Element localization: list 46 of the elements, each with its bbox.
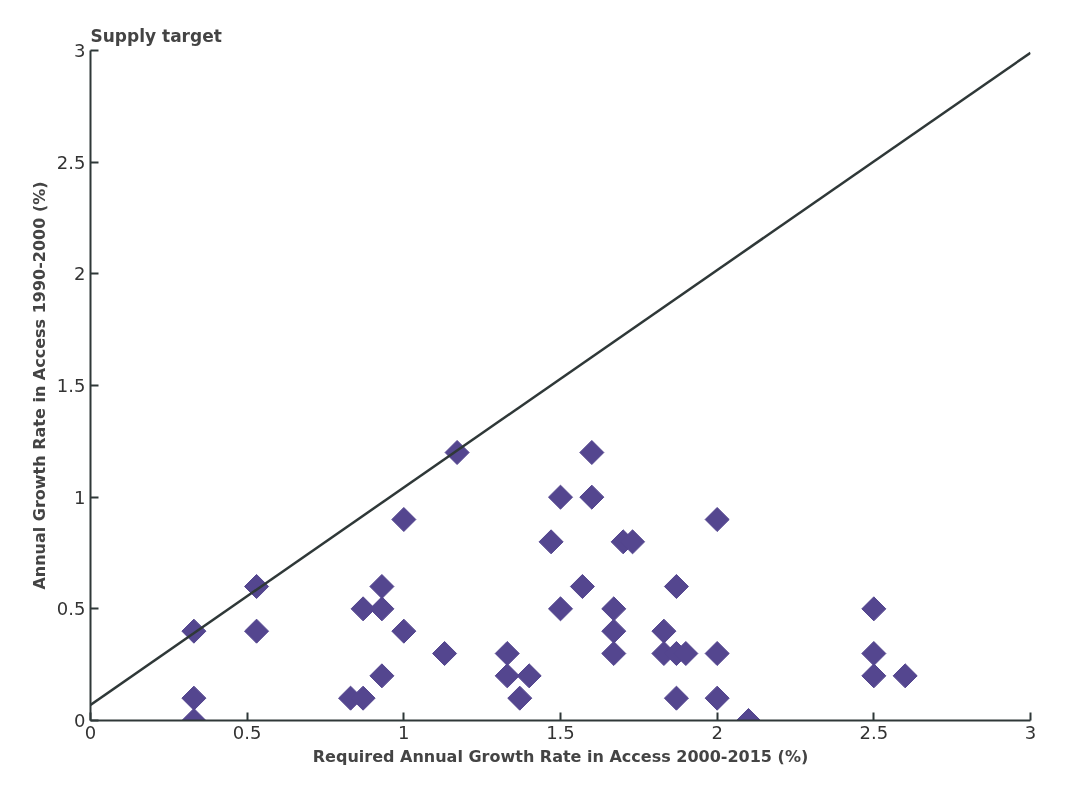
x-tick-label: 3	[1024, 721, 1037, 743]
y-axis-title: Annual Growth Rate in Access 1990-2000 (%)	[29, 181, 49, 590]
x-tick-label: 2.5	[859, 721, 889, 743]
point	[494, 640, 520, 667]
point	[704, 685, 730, 711]
point	[704, 506, 730, 533]
point	[391, 506, 417, 533]
point	[181, 685, 207, 711]
point	[432, 640, 458, 667]
point	[663, 685, 689, 711]
x-axis-title: Required Annual Growth Rate in Access 2000-2015 (%)	[312, 746, 809, 766]
point	[391, 618, 417, 644]
y-tick-label: 2	[74, 263, 86, 285]
point	[538, 529, 564, 555]
point	[861, 596, 887, 622]
x-tick-label: 0.5	[232, 721, 262, 743]
point	[579, 484, 605, 510]
y-tick-label: 3	[74, 40, 86, 61]
point	[579, 439, 605, 466]
point	[494, 663, 520, 689]
point	[569, 573, 595, 600]
y-tick-label: 1	[74, 486, 86, 508]
point	[861, 663, 887, 689]
y-tick-label: 0.5	[56, 598, 86, 620]
point	[547, 484, 574, 510]
point	[601, 640, 627, 667]
point	[651, 618, 677, 644]
point	[507, 685, 533, 711]
point	[516, 663, 542, 689]
point	[704, 640, 730, 667]
chart-title: Supply target	[90, 25, 222, 46]
point	[547, 596, 574, 622]
y-tick-label: 2.5	[56, 151, 86, 173]
point	[861, 640, 887, 667]
point	[369, 596, 395, 622]
point	[601, 618, 627, 644]
point	[369, 663, 395, 689]
x-tick-label: 1.5	[546, 721, 575, 743]
point	[663, 573, 689, 600]
point	[244, 618, 270, 644]
x-tick-label: 1	[398, 721, 410, 743]
x-tick-label: 2	[711, 721, 723, 743]
point	[892, 663, 918, 689]
point	[601, 596, 627, 622]
point	[369, 573, 395, 600]
y-tick-label: 1.5	[56, 375, 86, 396]
